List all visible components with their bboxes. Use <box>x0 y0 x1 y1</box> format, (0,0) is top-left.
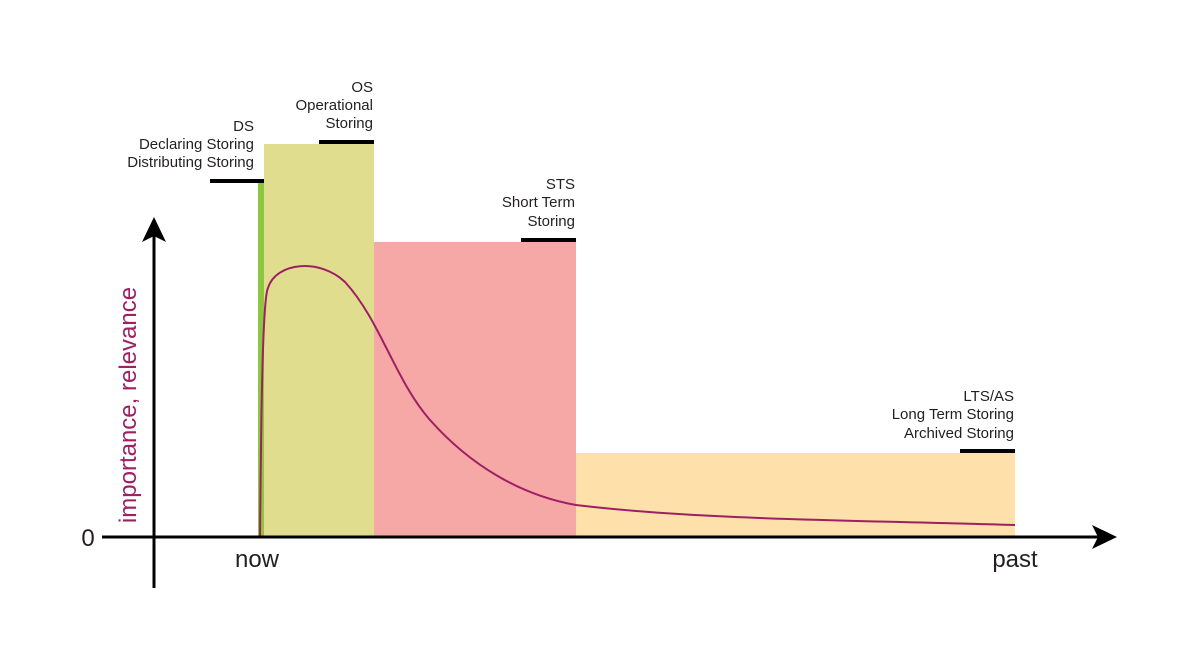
relevance-curve <box>259 265 1016 538</box>
lts-region <box>576 453 1015 537</box>
ds-level-bar <box>210 179 264 183</box>
svg-text:Declaring Storing: Declaring Storing <box>139 136 254 153</box>
svg-text:LTS/AS: LTS/AS <box>963 388 1014 405</box>
os-region <box>264 144 374 537</box>
svg-text:Operational: Operational <box>295 97 373 114</box>
svg-text:Distributing Storing: Distributing Storing <box>127 154 254 171</box>
y-axis-arrowhead <box>142 217 166 242</box>
svg-text:Long Term Storing: Long Term Storing <box>892 406 1014 423</box>
os-label: OS Operational Storing <box>295 79 373 132</box>
lts-level-bar <box>960 449 1015 453</box>
svg-text:Archived Storing: Archived Storing <box>904 425 1014 442</box>
ds-region <box>258 182 264 537</box>
svg-text:OS: OS <box>351 79 373 96</box>
svg-text:Storing: Storing <box>325 115 373 132</box>
ds-label: DS Declaring Storing Distributing Storin… <box>127 118 254 171</box>
y-axis-label: importance, relevance <box>115 287 142 523</box>
lts-label: LTS/AS Long Term Storing Archived Storin… <box>892 388 1014 442</box>
os-level-bar <box>319 140 374 144</box>
sts-label: STS Short Term Storing <box>502 176 575 230</box>
svg-text:Storing: Storing <box>527 213 575 230</box>
zero-label: 0 <box>81 525 94 552</box>
now-label: now <box>235 546 280 573</box>
sts-level-bar <box>521 238 576 242</box>
svg-text:Short Term: Short Term <box>502 194 575 211</box>
svg-text:DS: DS <box>233 118 254 135</box>
past-label: past <box>992 546 1038 573</box>
sts-region <box>374 242 576 537</box>
x-axis-arrowhead <box>1092 525 1117 549</box>
svg-text:STS: STS <box>546 176 575 193</box>
